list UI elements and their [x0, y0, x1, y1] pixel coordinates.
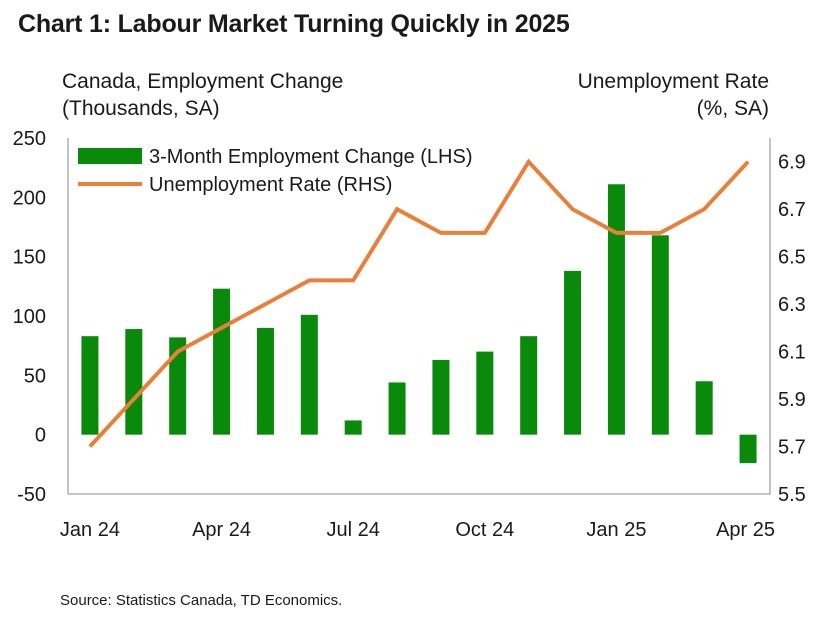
- left-axis-title: Canada, Employment Change (Thousands, SA…: [62, 68, 343, 122]
- x-tick-label: Oct 24: [455, 519, 514, 541]
- right-axis-ticks: 5.5 5.7 5.9 6.1 6.3 6.5 6.7 6.9: [778, 152, 806, 506]
- left-axis-title-line2: (Thousands, SA): [62, 97, 220, 120]
- legend-bar-swatch: [78, 148, 142, 164]
- x-tick-label: Apr 25: [716, 519, 775, 541]
- left-tick-label: -50: [17, 484, 46, 506]
- x-tick-label: Jan 25: [586, 519, 646, 541]
- bar-jan-24: [81, 336, 99, 435]
- x-axis-ticks: Jan 24 Apr 24 Jul 24 Oct 24 Jan 25 Apr 25: [60, 519, 775, 541]
- bar-jul-24: [344, 420, 362, 435]
- right-tick-label: 5.7: [778, 437, 806, 459]
- right-tick-label: 5.5: [778, 484, 806, 506]
- bar-jan-25: [607, 184, 625, 435]
- left-tick-label: 150: [13, 247, 46, 269]
- bar-apr-25: [739, 434, 757, 464]
- chart-title: Chart 1: Labour Market Turning Quickly i…: [18, 10, 570, 38]
- bar-aug-24: [388, 382, 406, 435]
- bar-mar-25: [695, 381, 713, 435]
- left-tick-label: 100: [13, 306, 46, 328]
- right-tick-label: 6.5: [778, 247, 806, 269]
- bar-oct-24: [476, 351, 494, 435]
- left-tick-label: 50: [24, 365, 46, 387]
- right-tick-label: 6.9: [778, 152, 806, 174]
- right-axis-title-line1: Unemployment Rate: [577, 70, 769, 93]
- bar-nov-24: [520, 336, 538, 435]
- x-tick-label: Jan 24: [60, 519, 120, 541]
- x-tick-label: Jul 24: [327, 519, 380, 541]
- right-axis-title-line2: (%, SA): [696, 97, 769, 120]
- bar-sep-24: [432, 359, 450, 435]
- bar-dec-24: [564, 270, 582, 435]
- bar-mar-24: [169, 337, 187, 435]
- legend: 3-Month Employment Change (LHS) Unemploy…: [78, 146, 472, 196]
- right-tick-label: 6.3: [778, 294, 806, 316]
- left-axis-title-line1: Canada, Employment Change: [62, 70, 344, 93]
- x-tick-label: Apr 24: [192, 519, 251, 541]
- unemployment-rate-line: [88, 158, 750, 448]
- left-tick-label: 250: [13, 128, 46, 150]
- bar-feb-25: [651, 235, 669, 435]
- right-tick-label: 6.7: [778, 199, 806, 221]
- left-tick-label: 200: [13, 187, 46, 209]
- bar-may-24: [256, 327, 274, 435]
- right-tick-label: 5.9: [778, 389, 806, 411]
- source-note: Source: Statistics Canada, TD Economics.: [60, 592, 343, 609]
- bar-apr-24: [213, 288, 231, 435]
- right-tick-label: 6.1: [778, 342, 806, 364]
- bar-jun-24: [300, 314, 318, 435]
- legend-line-label: Unemployment Rate (RHS): [149, 174, 392, 196]
- legend-bar-label: 3-Month Employment Change (LHS): [149, 146, 472, 168]
- left-tick-label: 0: [35, 425, 46, 447]
- left-axis-ticks: -50 0 50 100 150 200 250: [13, 128, 46, 506]
- right-axis-title: Unemployment Rate (%, SA): [578, 68, 769, 122]
- bar-feb-24: [125, 329, 143, 435]
- bar-series: [81, 184, 757, 464]
